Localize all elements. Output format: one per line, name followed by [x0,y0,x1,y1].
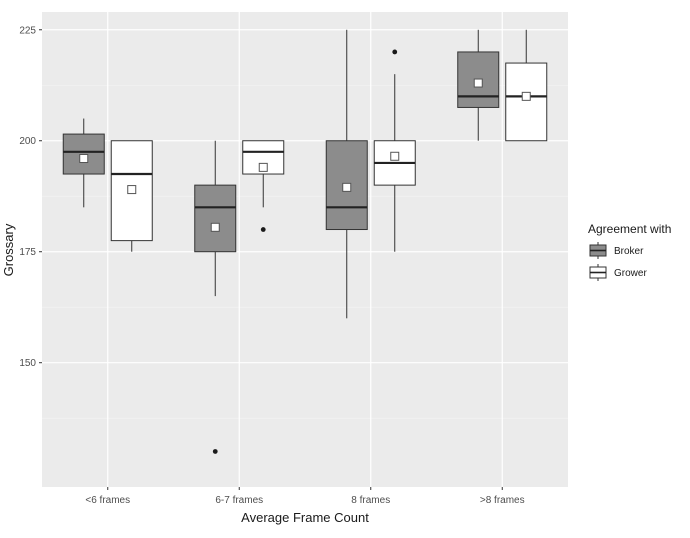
legend-label: Broker [614,246,644,257]
legend-title: Agreement with [588,222,671,236]
box-broker-3 [457,29,500,141]
box-broker-1 [194,140,237,454]
x-axis-ticks: <6 frames 6-7 frames 8 frames >8 frames [85,487,525,506]
x-axis-title: Average Frame Count [241,510,369,525]
outlier-point [212,449,218,454]
y-tick-label: 150 [19,358,36,369]
y-axis-ticks: 150 175 200 225 [19,25,42,369]
box-broker-0 [62,118,105,208]
x-tick-label: >8 frames [480,495,525,506]
grid-lines [42,12,568,487]
y-tick-label: 200 [19,136,36,147]
y-tick-label: 225 [19,25,36,36]
iqr-box [194,184,237,253]
y-axis-title: Grossary [1,223,16,276]
legend-item-grower: Grower [589,264,647,281]
box-grower-3 [505,29,548,142]
legend-label: Grower [614,268,647,279]
y-tick-label: 175 [19,247,36,258]
legend-item-broker: Broker [589,242,644,259]
mean-marker [127,185,137,195]
iqr-box [505,62,548,142]
box-grower-2 [373,49,416,252]
box-grower-0 [110,140,153,252]
mean-marker [210,222,220,232]
outlier-point [392,49,398,55]
mean-marker [79,153,89,163]
x-tick-label: 8 frames [351,495,390,506]
box-broker-2 [325,29,368,319]
x-tick-label: 6-7 frames [215,495,263,506]
mean-marker [390,151,400,161]
mean-marker [342,182,352,192]
mean-marker [473,78,483,88]
outlier-point [260,227,266,232]
legend-items: Broker Grower [589,242,647,281]
mean-marker [521,91,531,101]
box-grower-1 [242,140,285,232]
x-tick-label: <6 frames [85,495,130,506]
boxes [62,29,548,454]
mean-marker [258,162,268,172]
legend: Agreement with Broker Grower [588,222,671,281]
